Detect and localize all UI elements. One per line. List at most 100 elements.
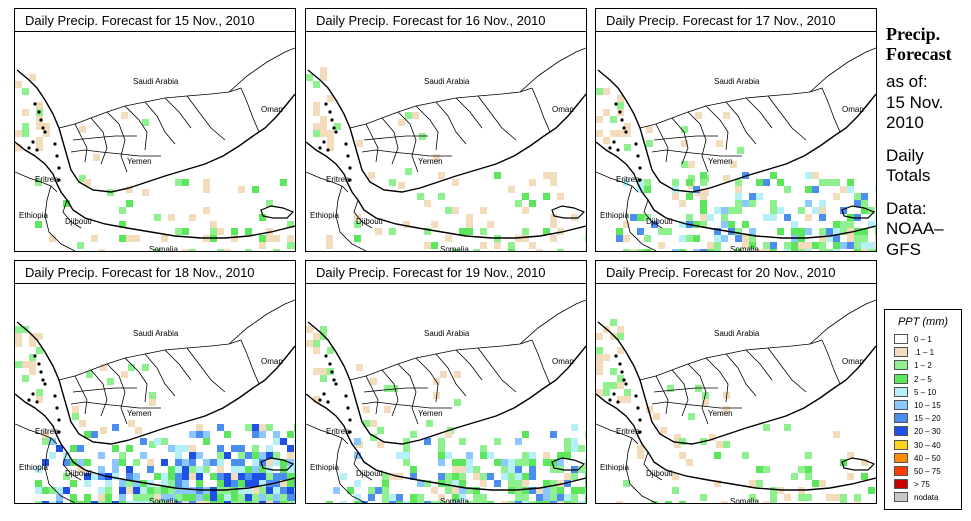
precip-cell: [36, 396, 43, 403]
precip-cell: [326, 501, 333, 503]
precip-cell: [22, 361, 29, 368]
precip-cell: [623, 179, 630, 186]
legend-label: 0 – 1: [914, 335, 932, 344]
precip-cell: [700, 207, 707, 214]
legend-swatch: [894, 360, 908, 371]
precip-cell: [320, 326, 327, 333]
precip-cell: [320, 74, 327, 81]
precip-cell: [681, 140, 688, 147]
precip-cell: [22, 109, 29, 116]
precip-cell: [259, 424, 266, 431]
as-of-label: as of:: [886, 72, 928, 91]
label-ethiopia: Ethiopia: [19, 211, 48, 220]
boundary-line: [361, 387, 452, 409]
precip-cell: [189, 214, 196, 221]
precip-cell: [217, 445, 224, 452]
precip-cell: [259, 466, 266, 473]
precip-cell: [557, 249, 564, 251]
precip-cell: [142, 189, 149, 196]
precip-cell: [189, 445, 196, 452]
boundary-line: [44, 437, 82, 503]
precip-cell: [550, 480, 557, 487]
precip-cell: [320, 375, 327, 382]
boundary-line: [625, 437, 663, 503]
precip-cell: [522, 501, 529, 503]
precip-cell: [175, 501, 182, 503]
precip-cell: [15, 340, 22, 347]
precip-cell: [700, 193, 707, 200]
boundary-line: [70, 135, 161, 157]
precip-cell: [36, 144, 43, 151]
precip-cell: [252, 431, 259, 438]
precip-cell: [266, 501, 273, 503]
precip-cell: [42, 501, 49, 503]
precip-cell: [280, 494, 287, 501]
island: [41, 378, 45, 382]
precip-cell: [716, 140, 723, 147]
precip-cell: [466, 214, 473, 221]
precip-cell: [763, 242, 770, 249]
precip-cell: [665, 228, 672, 235]
precip-legend: PPT (mm) 0 – 1 .1 – 1 1 – 2 2 – 5 5 – 10 10 –…: [884, 309, 962, 510]
socotra-island: [551, 205, 586, 219]
precip-cell: [494, 480, 501, 487]
island: [318, 398, 322, 402]
precip-cell: [438, 193, 445, 200]
label-oman: Oman: [552, 105, 574, 114]
precip-cell: [452, 501, 459, 503]
precip-cell: [119, 501, 126, 503]
island: [328, 110, 332, 114]
boundary-line: [74, 347, 226, 425]
precip-cell: [508, 480, 515, 487]
precip-cell: [596, 88, 603, 95]
island: [614, 102, 618, 106]
precip-cell: [487, 501, 494, 503]
precip-cell: [585, 228, 586, 235]
precip-cell: [756, 193, 763, 200]
precip-cell: [777, 207, 784, 214]
precip-cell: [313, 81, 320, 88]
precip-cell: [515, 494, 522, 501]
precip-cell: [287, 445, 294, 452]
precip-cell: [327, 137, 334, 144]
precip-cell: [327, 130, 334, 137]
precip-cell: [431, 501, 438, 503]
precip-cell: [522, 487, 529, 494]
precip-cell: [840, 459, 847, 466]
precip-cell: [161, 494, 168, 501]
precip-cell: [854, 228, 861, 235]
precip-cell: [368, 172, 375, 179]
precip-cell: [266, 473, 273, 480]
precip-cell: [480, 445, 487, 452]
precip-cell: [798, 466, 805, 473]
precip-cell: [238, 466, 245, 473]
precip-cell: [396, 452, 403, 459]
island: [324, 354, 328, 358]
precip-cell: [686, 235, 693, 242]
precip-cell: [763, 466, 770, 473]
precip-cell: [280, 473, 287, 480]
precip-cell: [133, 480, 140, 487]
boundary-line: [335, 437, 373, 503]
precip-cell: [459, 228, 466, 235]
precip-cell: [252, 487, 259, 494]
precip-cell: [403, 501, 410, 503]
precip-cell: [438, 459, 445, 466]
forecast-panel-nov-15: Daily Precip. Forecast for 15 Nov., 2010…: [14, 8, 296, 252]
label-oman: Oman: [842, 105, 864, 114]
island: [620, 370, 624, 374]
precip-cell: [182, 494, 189, 501]
precip-cell: [798, 242, 805, 249]
precip-cell: [723, 112, 730, 119]
precip-cell: [610, 368, 617, 375]
precip-cell: [756, 179, 763, 186]
precip-cell: [259, 431, 266, 438]
precip-cell: [294, 424, 295, 431]
precip-cell: [861, 473, 868, 480]
precip-cells: [306, 326, 586, 503]
precip-cell: [410, 466, 417, 473]
precip-cell: [140, 487, 147, 494]
precip-cell: [459, 480, 466, 487]
precip-cell: [735, 193, 742, 200]
precip-cell: [63, 459, 70, 466]
